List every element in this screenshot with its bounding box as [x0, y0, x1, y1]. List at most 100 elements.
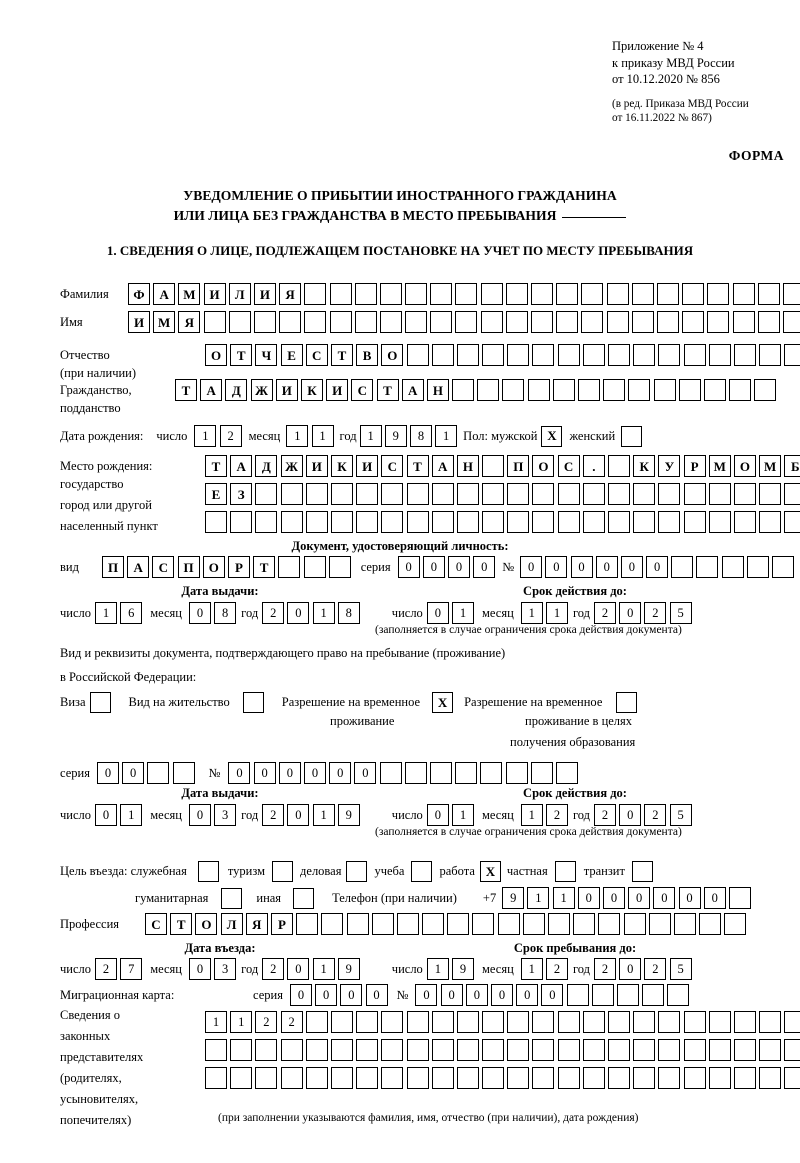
grid-cell[interactable]	[557, 511, 580, 533]
grid-cell[interactable]: 9	[384, 425, 407, 447]
grid-cell[interactable]: 2	[262, 804, 285, 826]
grid-cell[interactable]: 1	[120, 804, 143, 826]
grid-cell[interactable]	[754, 379, 777, 401]
grid-cell[interactable]	[608, 511, 630, 533]
grid-cell[interactable]: 7	[120, 958, 143, 980]
grid-cell[interactable]	[608, 483, 630, 505]
grid-cell[interactable]: .	[582, 455, 605, 477]
grid-cell[interactable]	[379, 762, 402, 784]
grid-cell[interactable]	[228, 311, 251, 333]
grid-cell[interactable]: 0	[397, 556, 420, 578]
grid-cell[interactable]	[707, 283, 730, 305]
grid-cell[interactable]: П	[177, 556, 200, 578]
visa-checkbox[interactable]	[89, 692, 111, 713]
grid-cell[interactable]	[683, 483, 706, 505]
grid-cell[interactable]: 2	[545, 804, 568, 826]
grid-cell[interactable]: Т	[376, 379, 399, 401]
grid-cell[interactable]: О	[532, 455, 555, 477]
grid-cell[interactable]	[330, 1011, 353, 1033]
grid-cell[interactable]	[381, 483, 404, 505]
grid-cell[interactable]	[606, 311, 629, 333]
sex-male-checkbox[interactable]: Х	[541, 425, 563, 447]
grid-cell[interactable]: 0	[448, 556, 471, 578]
temp-residence-checkbox[interactable]: Х	[432, 692, 454, 713]
grid-cell[interactable]	[633, 1039, 656, 1061]
grid-cell[interactable]	[784, 483, 800, 505]
grid-cell[interactable]: 0	[620, 556, 643, 578]
grid-cell[interactable]: П	[507, 455, 530, 477]
grid-cell[interactable]: М	[153, 311, 176, 333]
grid-cell[interactable]	[759, 1039, 782, 1061]
grid-cell[interactable]	[280, 511, 303, 533]
grid-cell[interactable]: Р	[270, 913, 293, 935]
purpose-humanitarian-checkbox[interactable]	[221, 887, 243, 909]
grid-cell[interactable]	[430, 283, 453, 305]
grid-cell[interactable]: 9	[337, 958, 360, 980]
grid-cell[interactable]: 5	[669, 602, 692, 624]
grid-cell[interactable]	[631, 311, 654, 333]
grid-cell[interactable]	[733, 1067, 756, 1089]
grid-cell[interactable]	[683, 1067, 706, 1089]
grid-cell[interactable]	[431, 1067, 454, 1089]
grid-cell[interactable]: Т	[175, 379, 197, 401]
grid-cell[interactable]: П	[102, 556, 124, 578]
grid-cell[interactable]: 0	[365, 984, 388, 1006]
grid-cell[interactable]	[456, 511, 479, 533]
grid-cell[interactable]	[671, 556, 694, 578]
grid-cell[interactable]	[616, 984, 639, 1006]
grid-cell[interactable]	[482, 455, 505, 477]
grid-cell[interactable]	[784, 1039, 800, 1061]
grid-cell[interactable]	[354, 283, 377, 305]
grid-cell[interactable]: 2	[594, 602, 617, 624]
grid-cell[interactable]: М	[178, 283, 201, 305]
grid-cell[interactable]: С	[381, 455, 404, 477]
grid-cell[interactable]	[147, 762, 170, 784]
grid-cell[interactable]: 1	[312, 602, 335, 624]
grid-cell[interactable]	[532, 483, 555, 505]
grid-cell[interactable]	[556, 283, 579, 305]
grid-cell[interactable]	[507, 483, 530, 505]
grid-cell[interactable]	[505, 283, 528, 305]
grid-cell[interactable]	[591, 984, 614, 1006]
grid-cell[interactable]	[205, 1067, 227, 1089]
grid-cell[interactable]	[422, 913, 445, 935]
grid-cell[interactable]	[379, 311, 402, 333]
grid-cell[interactable]	[280, 483, 303, 505]
grid-cell[interactable]	[552, 379, 575, 401]
grid-cell[interactable]	[329, 283, 352, 305]
grid-cell[interactable]: И	[326, 379, 349, 401]
grid-cell[interactable]	[456, 1039, 479, 1061]
grid-cell[interactable]: 0	[577, 887, 600, 909]
grid-cell[interactable]	[455, 762, 478, 784]
grid-cell[interactable]	[728, 887, 751, 909]
grid-cell[interactable]: 3	[214, 804, 237, 826]
grid-cell[interactable]	[455, 283, 478, 305]
grid-cell[interactable]: 0	[653, 887, 676, 909]
grid-cell[interactable]	[330, 483, 353, 505]
grid-cell[interactable]	[346, 913, 369, 935]
grid-cell[interactable]: 2	[95, 958, 118, 980]
grid-cell[interactable]: 1	[520, 804, 543, 826]
grid-cell[interactable]	[708, 1011, 731, 1033]
grid-cell[interactable]: И	[203, 283, 226, 305]
grid-cell[interactable]	[305, 1011, 328, 1033]
grid-cell[interactable]	[582, 1067, 605, 1089]
purpose-other-checkbox[interactable]	[293, 887, 315, 909]
grid-cell[interactable]: В	[356, 344, 379, 366]
grid-cell[interactable]: 0	[473, 556, 496, 578]
grid-cell[interactable]	[230, 511, 253, 533]
grid-cell[interactable]	[623, 913, 646, 935]
grid-cell[interactable]	[696, 556, 719, 578]
grid-cell[interactable]	[381, 511, 404, 533]
grid-cell[interactable]	[557, 483, 580, 505]
legal-rep-cells-2[interactable]	[205, 1039, 800, 1061]
grid-cell[interactable]: 1	[545, 602, 568, 624]
grid-cell[interactable]: 5	[669, 804, 692, 826]
